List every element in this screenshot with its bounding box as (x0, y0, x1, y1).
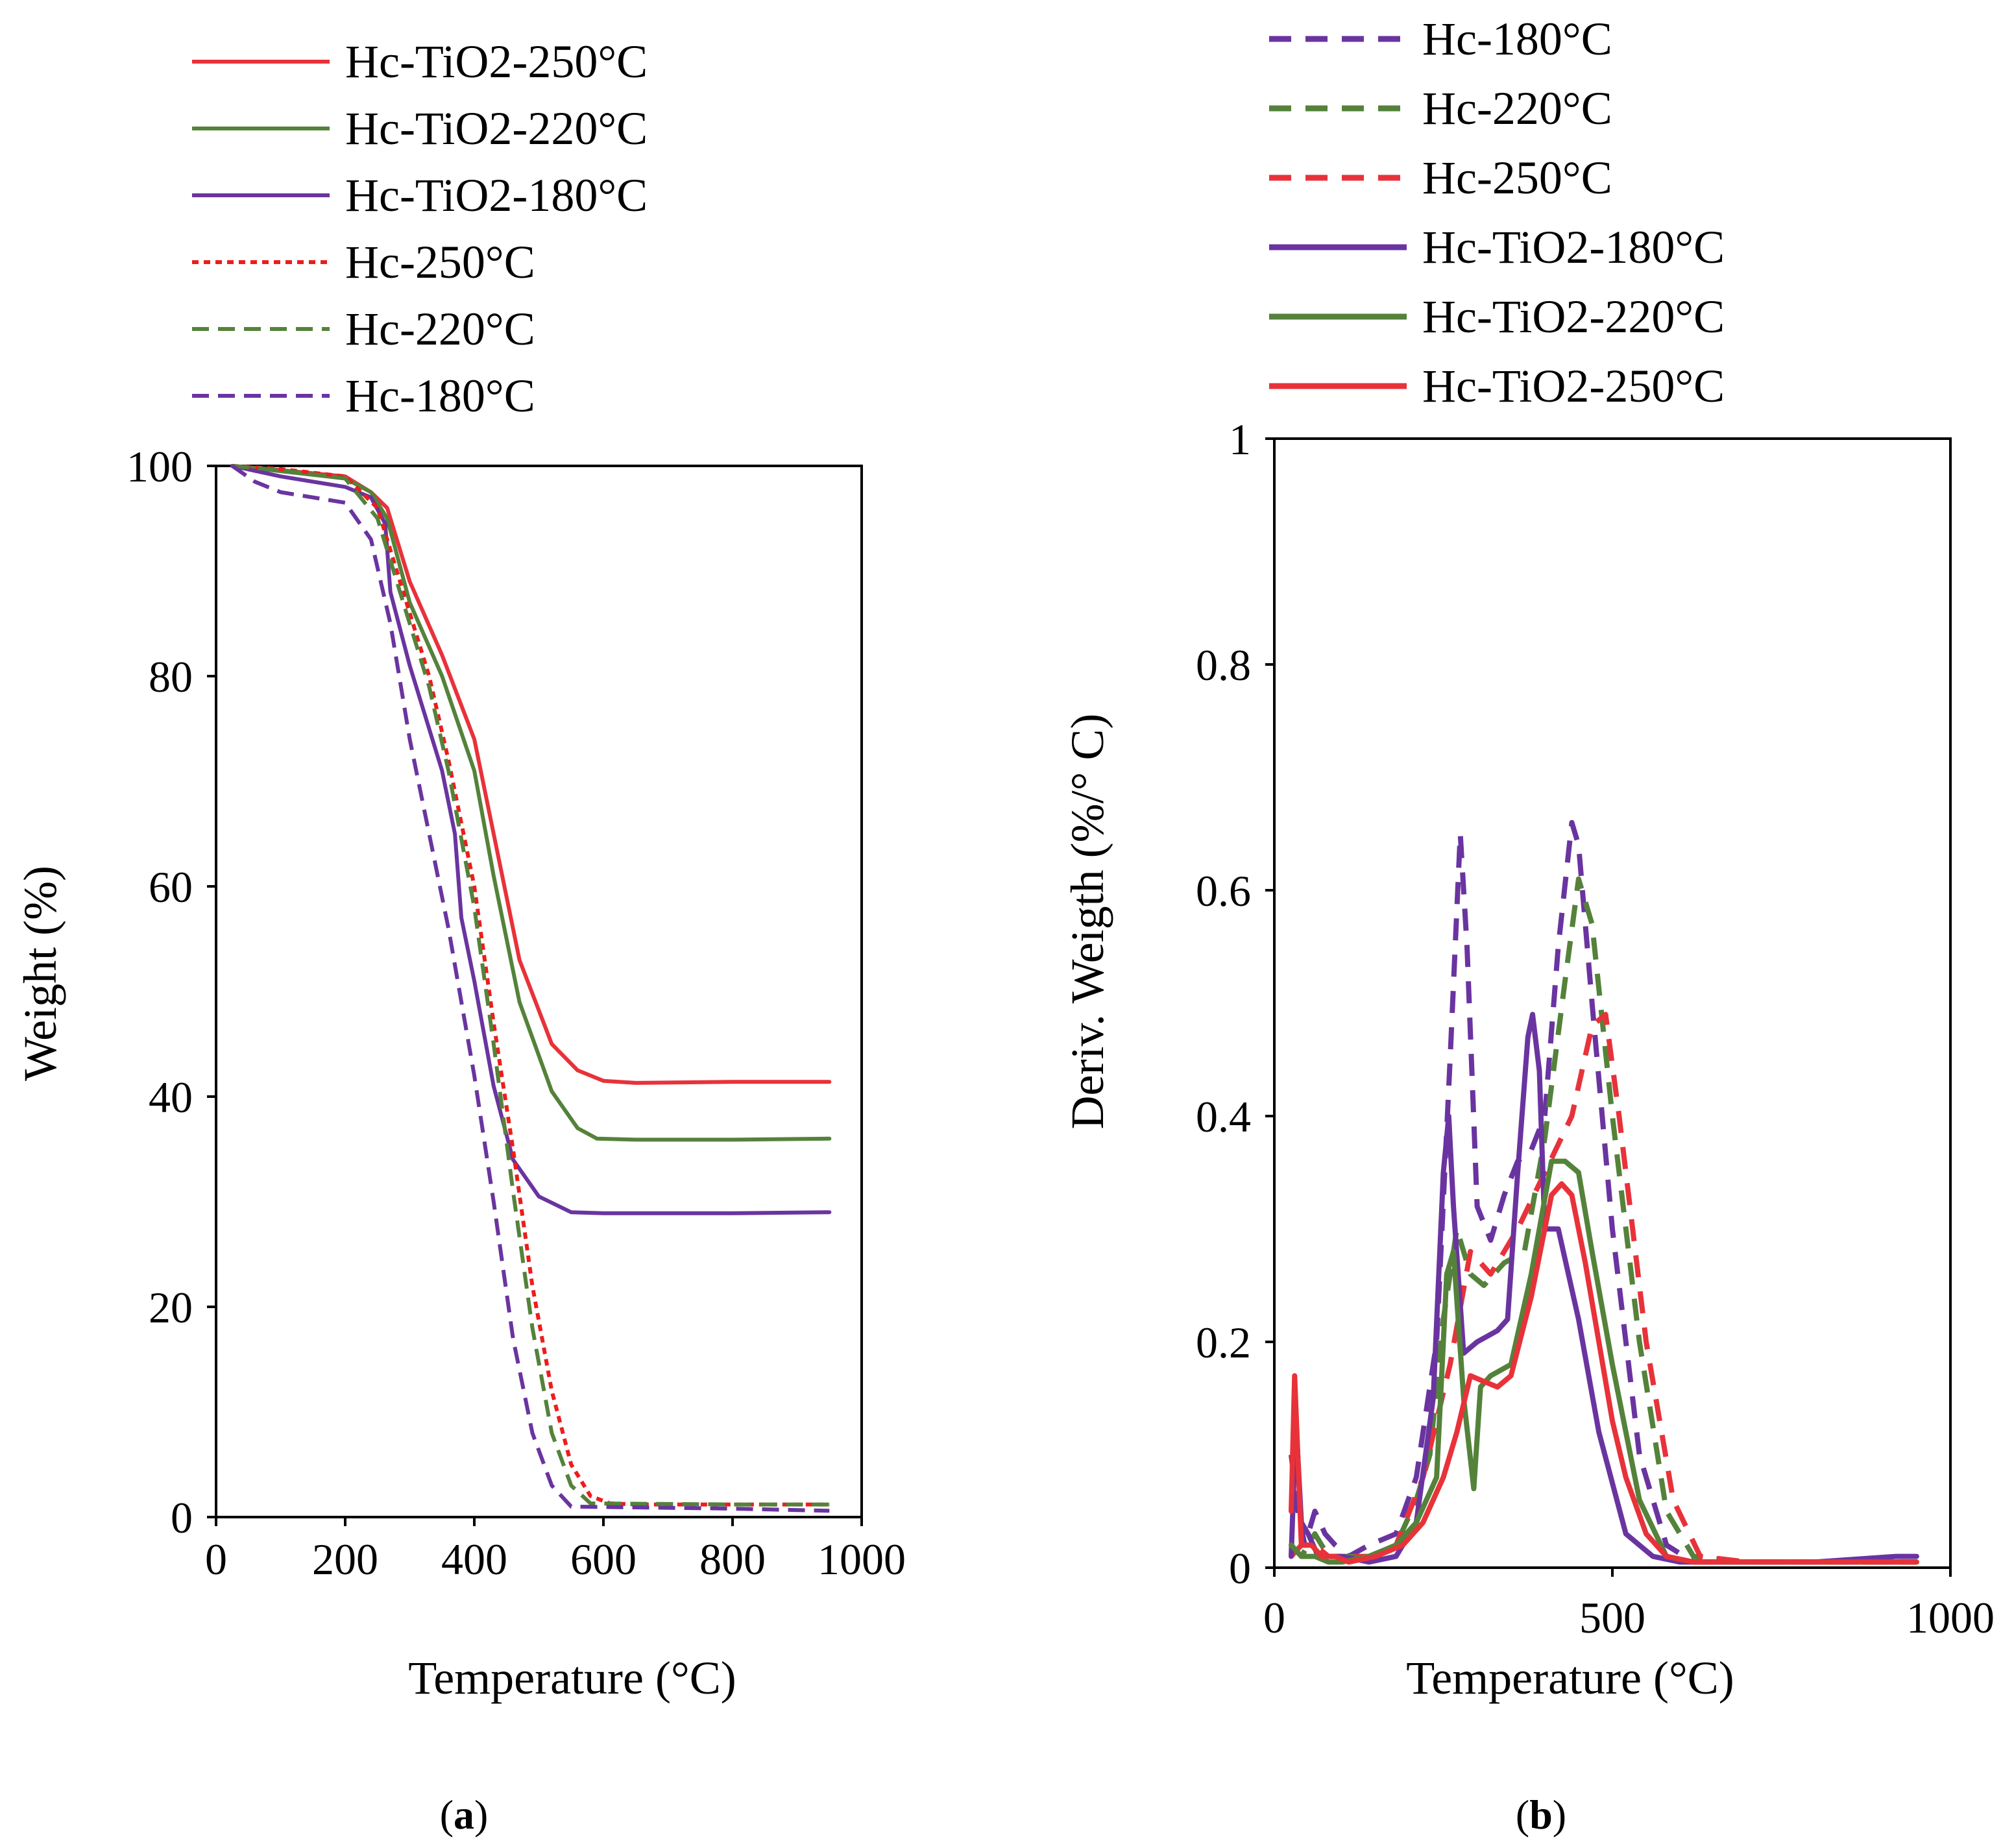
panel-b-label-letter: b (1529, 1792, 1553, 1838)
x-tick-label: 1000 (1906, 1593, 1995, 1642)
series-line-hc-250c (232, 464, 830, 1507)
x-tick-label: 500 (1579, 1593, 1645, 1642)
legend-label-hc-tio2-220c: Hc-TiO2-220°C (1422, 291, 1725, 343)
series-line-hc-250c (1289, 1012, 1917, 1565)
panel-a-label: (a) (440, 1792, 489, 1838)
legend-label-hc-180c: Hc-180°C (1422, 13, 1612, 65)
series-line-hc-tio2-180c (230, 464, 832, 1215)
panel-a-chart: Hc-TiO2-250°C Hc-TiO2-220°C Hc-TiO2-180°C H… (14, 36, 906, 1838)
panel-b-label-open: ( (1516, 1792, 1529, 1838)
panel-a-ticks: 0 200 400 600 800 1000 0 20 40 60 80 100 (127, 442, 906, 1584)
panel-b-label-close: ) (1553, 1792, 1566, 1838)
panel-a-plot-frame (215, 465, 863, 1518)
panel-a-label-open: ( (440, 1792, 454, 1838)
series-line-hc-tio2-250c (230, 464, 832, 1085)
x-tick-label: 800 (699, 1535, 766, 1584)
x-tick-label: 400 (441, 1535, 507, 1584)
legend-label-hc-tio2-250c: Hc-TiO2-250°C (345, 36, 648, 88)
panel-b-y-axis-title: Deriv. Weigth (%/° C) (1062, 714, 1113, 1130)
y-tick-label: 40 (149, 1073, 193, 1122)
legend-label-hc-tio2-180c: Hc-TiO2-180°C (1422, 221, 1725, 273)
legend-label-hc-180c: Hc-180°C (345, 370, 535, 422)
panel-a-legend: Hc-TiO2-250°C Hc-TiO2-220°C Hc-TiO2-180°C H… (192, 36, 648, 422)
series-line-hc-tio2-220c (230, 464, 832, 1142)
x-tick-label: 200 (312, 1535, 378, 1584)
x-tick-label: 1000 (818, 1535, 906, 1584)
panel-b-ticks: 0 500 1000 0 0.2 0.4 0.6 0.8 1 (1196, 415, 1995, 1642)
y-tick-label: 0.6 (1196, 866, 1251, 916)
panel-b-series (1289, 820, 1919, 1565)
series-line-hc-tio2-180c (1289, 1012, 1919, 1565)
legend-label-hc-tio2-220c: Hc-TiO2-220°C (345, 103, 648, 154)
y-tick-label: 60 (149, 862, 193, 912)
y-tick-label: 80 (149, 652, 193, 701)
panel-b-legend: Hc-180°C Hc-220°C Hc-250°C Hc-TiO2-180°C Hc-… (1269, 13, 1725, 412)
panel-a-label-close: ) (474, 1792, 488, 1838)
panel-a-y-axis-title: Weight (%) (14, 866, 66, 1081)
y-tick-label: 1 (1229, 415, 1251, 464)
panel-a-x-axis-title: Temperature (°C) (408, 1652, 736, 1704)
x-tick-label: 0 (1263, 1593, 1285, 1642)
y-tick-label: 20 (149, 1283, 193, 1332)
series-line-hc-220c (232, 464, 830, 1507)
y-tick-label: 0.4 (1196, 1092, 1251, 1141)
legend-label-hc-tio2-180c: Hc-TiO2-180°C (345, 169, 648, 221)
y-tick-label: 0 (171, 1493, 193, 1542)
legend-label-hc-220c: Hc-220°C (1422, 82, 1612, 134)
panel-a-series (230, 464, 832, 1513)
y-tick-label: 0.8 (1196, 640, 1251, 690)
x-tick-label: 0 (205, 1535, 227, 1584)
legend-label-hc-tio2-250c: Hc-TiO2-250°C (1422, 360, 1725, 412)
panel-a-label-letter: a (454, 1792, 474, 1838)
series-line-hc-tio2-250c (1289, 1181, 1919, 1565)
legend-label-hc-250c: Hc-250°C (1422, 152, 1612, 204)
panel-b-x-axis-title: Temperature (°C) (1406, 1652, 1734, 1704)
x-tick-label: 600 (570, 1535, 637, 1584)
legend-label-hc-220c: Hc-220°C (345, 303, 535, 355)
y-tick-label: 0.2 (1196, 1318, 1251, 1367)
panel-b-label: (b) (1516, 1792, 1566, 1838)
y-tick-label: 100 (127, 442, 193, 491)
y-tick-label: 0 (1229, 1544, 1251, 1593)
panel-b-chart: Hc-180°C Hc-220°C Hc-250°C Hc-TiO2-180°C Hc-… (1062, 13, 1995, 1838)
legend-label-hc-250c: Hc-250°C (345, 236, 535, 288)
panel-b-plot-frame (1273, 437, 1952, 1569)
